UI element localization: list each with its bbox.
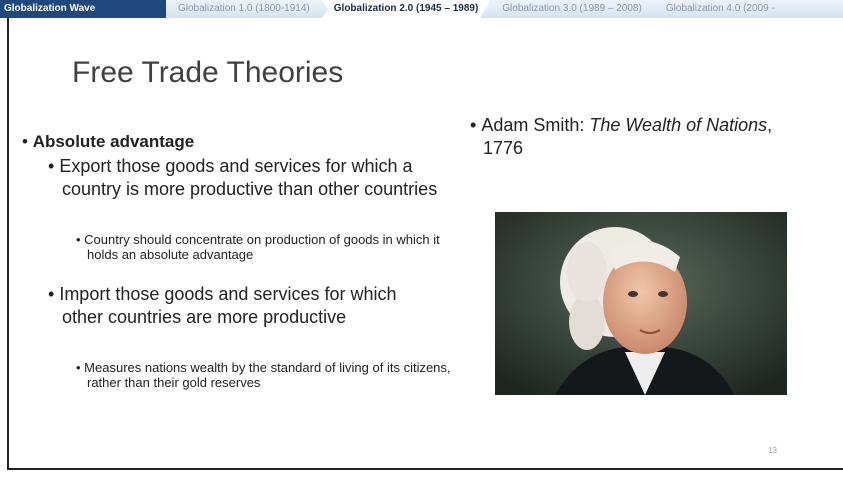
book-title: The Wealth of Nations bbox=[589, 115, 767, 135]
nav-tab[interactable]: Globalization 4.0 (2009 - bbox=[654, 0, 787, 18]
bullet: Export those goods and services for whic… bbox=[48, 155, 442, 201]
bullet: Country should concentrate on production… bbox=[76, 232, 452, 262]
nav-tab[interactable]: Globalization 3.0 (1989 – 2008) bbox=[490, 0, 654, 18]
bullet-text: Country should concentrate on production… bbox=[84, 232, 440, 262]
nav-bar: Globalization Wave Globalization 1.0 (18… bbox=[0, 0, 843, 18]
bullet-text: Export those goods and services for whic… bbox=[59, 156, 437, 199]
bullet-text: Import those goods and services for whic… bbox=[59, 284, 396, 327]
bullet-text: Adam Smith: bbox=[481, 115, 589, 135]
slide-title: Free Trade Theories bbox=[72, 56, 343, 90]
nav-tab[interactable]: Globalization 2.0 (1945 – 1989) bbox=[322, 0, 491, 18]
bullet-text: Absolute advantage bbox=[33, 132, 195, 151]
portrait bbox=[495, 212, 787, 395]
page-number: 13 bbox=[768, 446, 777, 455]
bullet: Adam Smith: The Wealth of Nations, 1776 bbox=[470, 114, 803, 160]
bullet-text: Measures nations wealth by the standard … bbox=[84, 360, 450, 390]
bullet: Absolute advantage bbox=[22, 132, 194, 152]
nav-tab[interactable]: Globalization 1.0 (1800-1914) bbox=[166, 0, 322, 18]
nav-tab[interactable]: Globalization Wave bbox=[0, 0, 166, 18]
slide: Globalization Wave Globalization 1.0 (18… bbox=[0, 0, 843, 478]
bullet: Import those goods and services for whic… bbox=[48, 283, 442, 329]
bullet: Measures nations wealth by the standard … bbox=[76, 360, 452, 390]
